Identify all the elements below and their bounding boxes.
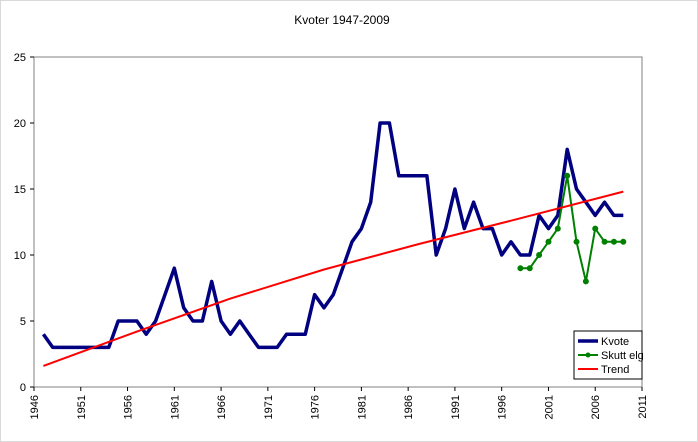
x-tick-label: 2011 bbox=[637, 395, 649, 419]
data-point-skutt-elg bbox=[601, 238, 608, 245]
y-tick-label: 25 bbox=[14, 52, 26, 64]
data-point-skutt-elg bbox=[536, 252, 543, 258]
data-point-skutt-elg bbox=[526, 265, 533, 272]
x-tick-label: 1981 bbox=[356, 395, 368, 419]
y-tick-label: 20 bbox=[14, 118, 26, 130]
x-tick-label: 1956 bbox=[123, 395, 135, 419]
x-tick-label: 1986 bbox=[403, 395, 415, 419]
data-point-skutt-elg bbox=[582, 278, 589, 285]
data-point-skutt-elg bbox=[592, 225, 599, 232]
y-tick-label: 15 bbox=[14, 184, 26, 196]
series-line-kvote bbox=[41, 121, 624, 350]
x-tick-label: 1976 bbox=[310, 395, 322, 419]
legend-label-kvote: Kvote bbox=[601, 336, 629, 348]
legend-marker-skutt-elg bbox=[585, 352, 591, 358]
x-tick-label: 1971 bbox=[263, 395, 275, 419]
x-tick-label: 1946 bbox=[29, 395, 41, 419]
data-point-skutt-elg bbox=[517, 265, 524, 272]
legend-label-trend: Trend bbox=[601, 364, 629, 376]
x-tick-label: 1996 bbox=[497, 395, 509, 419]
data-point-skutt-elg bbox=[564, 172, 571, 179]
x-tick-label: 1991 bbox=[450, 395, 462, 419]
y-tick-label: 10 bbox=[14, 250, 26, 262]
x-tick-label: 1966 bbox=[216, 395, 228, 419]
chart-title: Kvoter 1947-2009 bbox=[294, 13, 390, 27]
x-tick-label: 2001 bbox=[543, 395, 555, 419]
data-point-skutt-elg bbox=[545, 238, 552, 245]
data-point-skutt-elg bbox=[554, 225, 561, 232]
data-point-skutt-elg bbox=[573, 238, 580, 245]
plot-frame bbox=[33, 56, 643, 388]
x-tick-label: 1951 bbox=[76, 395, 88, 419]
series-line-trend bbox=[43, 190, 624, 367]
y-tick-label: 0 bbox=[20, 382, 26, 394]
plot-area: 0 5 10 15 20 25 1946 1951 1956 1961 1966 1971 1976 19… bbox=[14, 52, 649, 419]
data-point-skutt-elg bbox=[610, 238, 617, 245]
x-tick-label: 2006 bbox=[590, 395, 602, 419]
legend-label-skutt-elg: Skutt elg bbox=[601, 350, 644, 362]
y-tick-label: 5 bbox=[20, 316, 26, 328]
legend: Kvote Skutt elg Trend bbox=[573, 330, 644, 380]
data-point-skutt-elg bbox=[620, 238, 627, 245]
x-tick-label: 1961 bbox=[169, 395, 181, 419]
